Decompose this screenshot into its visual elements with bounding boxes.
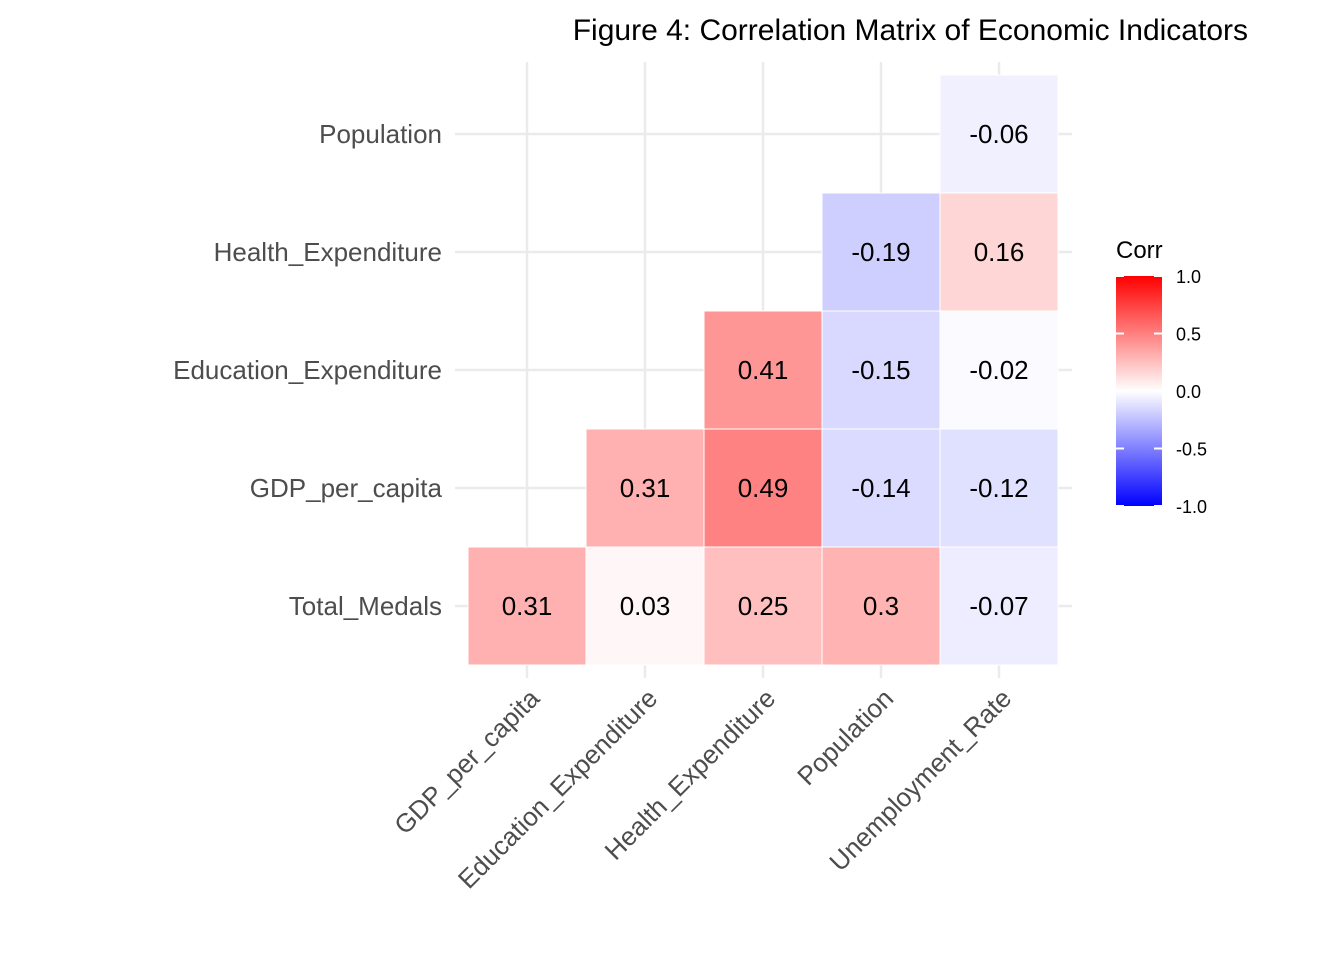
legend-tick-label: -1.0 [1176,497,1207,517]
cell-value-label: 0.31 [502,591,553,621]
legend-ticks: 1.0 0.5 0.0 -0.5 -1.0 [1116,267,1207,517]
legend-tick-label: 1.0 [1176,267,1201,287]
legend-title: Corr [1116,237,1163,264]
cell-value-label: 0.41 [738,355,789,385]
cell-value-label: -0.19 [851,237,910,267]
heatmap-cell [939,428,1059,548]
x-axis-tick-labels: GDP_per_capitaEducation_ExpenditureHealt… [388,683,1017,895]
legend-tick-label: 0.0 [1176,382,1201,402]
cell-value-label: 0.25 [738,591,789,621]
x-tick-label: Population [791,683,899,791]
cell-value-label: 0.49 [738,473,789,503]
heatmap-cell [821,546,941,666]
cell-value-label: -0.07 [969,591,1028,621]
y-tick-label: Health_Expenditure [214,237,442,267]
cell-labels: 0.31 0.03 0.25 0.3 -0.07 0.31 0.49 -0.14 -0.12 0.… [502,119,1029,621]
heatmap-cell [703,546,823,666]
cell-value-label: 0.03 [620,591,671,621]
heatmap-cell [939,310,1059,430]
heatmap-cell [585,428,705,548]
legend-tick-label: 0.5 [1176,325,1201,345]
heatmap-cell [703,310,823,430]
legend-tick-label: -0.5 [1176,440,1207,460]
heatmap-cell [821,428,941,548]
cell-value-label: -0.14 [851,473,910,503]
heatmap-cells [467,74,1059,666]
cell-value-label: 0.16 [974,237,1025,267]
y-tick-label: Population [319,119,442,149]
cell-value-label: -0.12 [969,473,1028,503]
y-axis-tick-labels: Total_Medals GDP_per_capita Education_Expe… [173,119,442,621]
color-legend: Corr 1.0 0.5 0.0 -0.5 -1.0 [1116,237,1207,517]
x-tick-label: Education_Expenditure [452,683,663,894]
heatmap-cell [585,546,705,666]
heatmap-cell [467,546,587,666]
heatmap-cell [939,74,1059,194]
cell-value-label: -0.02 [969,355,1028,385]
cell-value-label: -0.06 [969,119,1028,149]
y-tick-label: GDP_per_capita [250,473,443,503]
y-tick-label: Total_Medals [289,591,442,621]
heatmap-cell [703,428,823,548]
cell-value-label: 0.31 [620,473,671,503]
y-tick-label: Education_Expenditure [173,355,442,385]
heatmap-cell [821,310,941,430]
cell-value-label: 0.3 [863,591,899,621]
chart-title: Figure 4: Correlation Matrix of Economic… [573,14,1248,47]
heatmap-cell [821,192,941,312]
heatmap-cell [939,546,1059,666]
cell-value-label: -0.15 [851,355,910,385]
